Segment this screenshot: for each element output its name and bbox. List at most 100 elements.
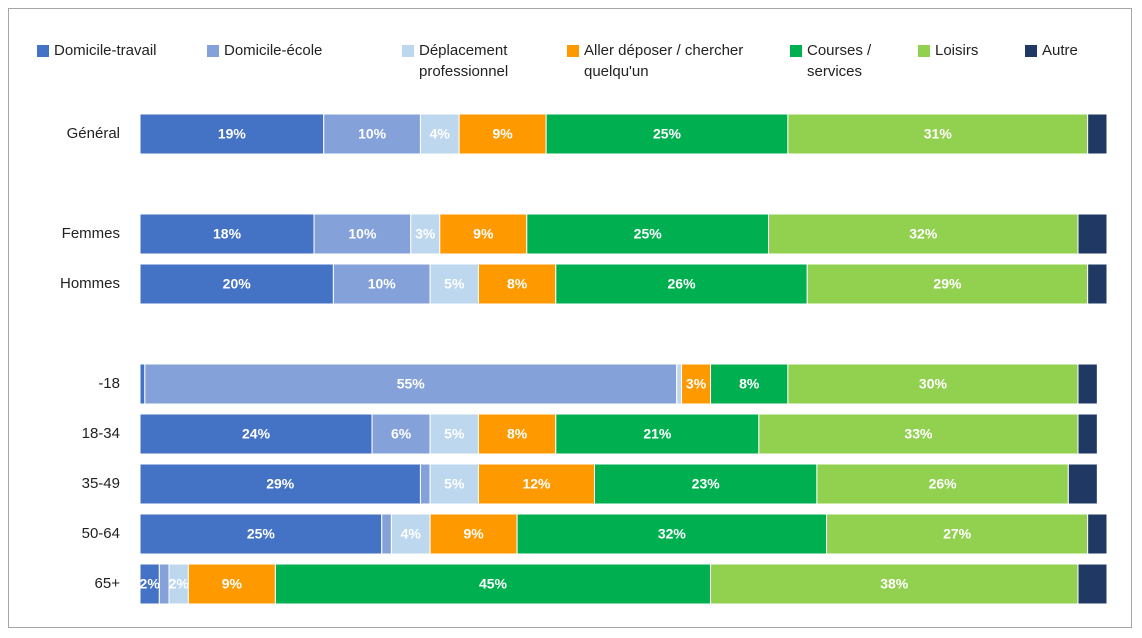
bar-segment [768,213,1079,255]
legend-label: Aller déposer / chercher quelqu'un [584,42,744,80]
value-label: 5% [444,476,465,492]
bar-segment [555,413,760,455]
value-label: 5% [444,276,465,292]
bar-segment [806,263,1089,305]
value-label: 8% [507,426,528,442]
value-label: 31% [924,126,953,142]
bar-segment [139,113,325,155]
legend-label: Domicile-travail [54,42,157,59]
value-label: 9% [473,226,494,242]
bar-segment [429,463,479,505]
legend-item: Courses / services [790,40,910,82]
legend-item: Aller déposer / chercher quelqu'un [567,40,782,82]
bar-segment [1087,263,1108,305]
bar-segment [139,413,373,455]
y-tick-label: 35-49 [82,475,120,492]
value-label: 23% [692,476,721,492]
bar-segment [439,213,528,255]
value-label: 4% [401,526,422,542]
value-label: 3% [415,226,436,242]
bar-segment [516,513,828,555]
value-label: 5% [444,426,465,442]
y-tick-label: 18-34 [82,425,120,442]
value-label: 25% [247,526,276,542]
bar-segment [390,513,431,555]
value-label: 2% [169,576,190,592]
bar-segment [323,113,421,155]
bar-segment [429,263,479,305]
value-label: 9% [222,576,243,592]
y-tick-label: Femmes [62,225,120,242]
bar-segment [139,463,421,505]
legend-swatch [1025,45,1037,57]
value-label: 10% [348,226,377,242]
bar-segment [1077,413,1098,455]
bar-segment [381,513,392,555]
value-label: 30% [919,376,948,392]
value-label: 32% [658,526,687,542]
y-tick-label: 50-64 [82,525,120,542]
value-label: 9% [493,126,514,142]
y-tick-label: Général [67,125,120,142]
legend-item: Autre [1025,40,1105,61]
bar-segment [710,563,1079,605]
value-label: 4% [430,126,451,142]
legend-label: Courses / services [807,42,872,80]
bar-segment [526,213,770,255]
value-label: 19% [218,126,247,142]
bar-segment [458,113,547,155]
bar-segment [139,363,146,405]
value-label: 2% [140,576,161,592]
bar-segment [1077,563,1108,605]
bar-segment [158,563,170,605]
value-label: 29% [266,476,295,492]
value-label: 18% [213,226,242,242]
bar-segment [676,363,683,405]
chart-frame [8,8,1132,628]
bar-segment [139,213,315,255]
value-label: 3% [686,376,707,392]
bar-segment [477,413,557,455]
y-tick-label: 65+ [95,575,121,592]
legend-swatch [790,45,802,57]
value-label: 27% [943,526,972,542]
bar-segment [787,113,1089,155]
legend-item: Domicile-école [207,40,397,61]
value-label: 8% [739,376,760,392]
value-label: 21% [643,426,672,442]
legend-item: Domicile-travail [37,40,202,61]
legend-label: Déplacement professionnel [419,42,509,80]
bar-segment [144,363,678,405]
bar-segment [332,263,431,305]
legend-swatch [567,45,579,57]
value-label: 38% [880,576,909,592]
legend-label: Domicile-école [224,42,323,59]
bar-segment [1077,213,1108,255]
bar-segment [1067,463,1098,505]
bar-segment [477,463,595,505]
legend-swatch [402,45,414,57]
bar-segment [681,363,712,405]
legend-label: Autre [1042,42,1078,59]
legend-label: Loisirs [935,42,979,59]
bar-segment [419,463,431,505]
bar-segment [1087,513,1108,555]
value-label: 26% [668,276,697,292]
value-label: 10% [358,126,387,142]
bar-segment [1087,113,1108,155]
value-label: 8% [507,276,528,292]
bar-segment [710,363,789,405]
legend-swatch [207,45,219,57]
value-label: 24% [242,426,271,442]
legend-item: Déplacement professionnel [402,40,562,82]
bar-segment [593,463,818,505]
value-label: 6% [391,426,412,442]
value-label: 25% [634,226,663,242]
value-label: 25% [653,126,682,142]
value-label: 55% [397,376,426,392]
bar-segment [545,113,789,155]
legend-swatch [37,45,49,57]
bar-segment [758,413,1079,455]
value-label: 32% [909,226,938,242]
